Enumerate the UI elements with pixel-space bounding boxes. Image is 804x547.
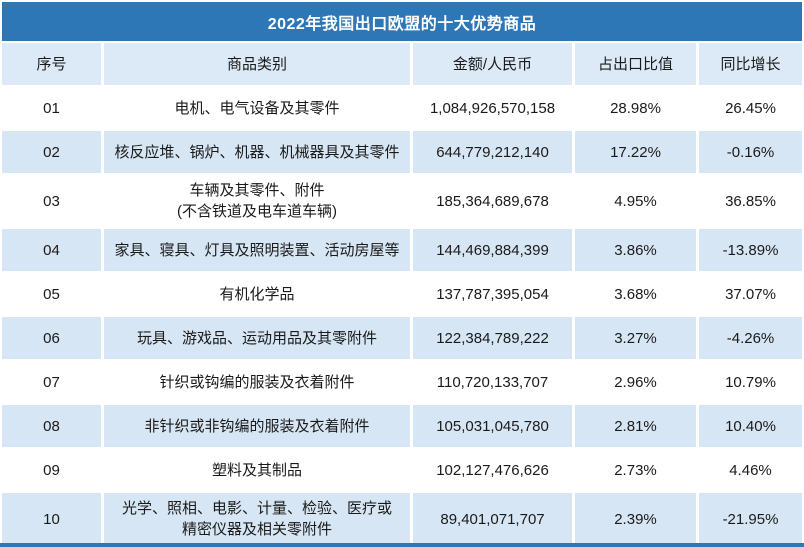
cell-no: 07 [2, 361, 101, 403]
cell-no: 06 [2, 317, 101, 359]
cell-no: 10 [2, 493, 101, 545]
cell-yoy: -13.89% [699, 229, 802, 271]
cell-category: 电机、电气设备及其零件 [104, 87, 410, 129]
table-row: 01 电机、电气设备及其零件 1,084,926,570,158 28.98% … [2, 87, 802, 129]
cell-no: 05 [2, 273, 101, 315]
cell-share: 2.39% [575, 493, 696, 545]
cell-yoy: 10.40% [699, 405, 802, 447]
cell-no: 08 [2, 405, 101, 447]
cell-amount: 144,469,884,399 [413, 229, 572, 271]
cell-share: 3.86% [575, 229, 696, 271]
cell-no: 01 [2, 87, 101, 129]
cell-yoy: 4.46% [699, 449, 802, 491]
cell-share: 2.73% [575, 449, 696, 491]
cell-share: 28.98% [575, 87, 696, 129]
cell-no: 09 [2, 449, 101, 491]
table-row: 09 塑料及其制品 102,127,476,626 2.73% 4.46% [2, 449, 802, 491]
cell-share: 3.27% [575, 317, 696, 359]
cell-category: 光学、照相、电影、计量、检验、医疗或 精密仪器及相关零附件 [104, 493, 410, 545]
cell-amount: 102,127,476,626 [413, 449, 572, 491]
cell-no: 04 [2, 229, 101, 271]
cell-amount: 137,787,395,054 [413, 273, 572, 315]
header-yoy: 同比增长 [699, 43, 802, 85]
cell-category: 家具、寝具、灯具及照明装置、活动房屋等 [104, 229, 410, 271]
table-row: 04 家具、寝具、灯具及照明装置、活动房屋等 144,469,884,399 3… [2, 229, 802, 271]
header-no: 序号 [2, 43, 101, 85]
table-row: 02 核反应堆、锅炉、机器、机械器具及其零件 644,779,212,140 1… [2, 131, 802, 173]
cell-category: 非针织或非钩编的服装及衣着附件 [104, 405, 410, 447]
table-row: 05 有机化学品 137,787,395,054 3.68% 37.07% [2, 273, 802, 315]
cell-no: 03 [2, 175, 101, 227]
cell-amount: 110,720,133,707 [413, 361, 572, 403]
cell-category: 核反应堆、锅炉、机器、机械器具及其零件 [104, 131, 410, 173]
table-row: 06 玩具、游戏品、运动用品及其零附件 122,384,789,222 3.27… [2, 317, 802, 359]
header-amount: 金额/人民币 [413, 43, 572, 85]
cell-amount: 105,031,045,780 [413, 405, 572, 447]
cell-share: 2.96% [575, 361, 696, 403]
cell-amount: 89,401,071,707 [413, 493, 572, 545]
table-row: 03 车辆及其零件、附件 (不含铁道及电车道车辆) 185,364,689,67… [2, 175, 802, 227]
cell-yoy: 10.79% [699, 361, 802, 403]
cell-share: 2.81% [575, 405, 696, 447]
cell-share: 17.22% [575, 131, 696, 173]
cell-category: 塑料及其制品 [104, 449, 410, 491]
cell-share: 3.68% [575, 273, 696, 315]
header-share: 占出口比值 [575, 43, 696, 85]
bottom-accent-bar [0, 543, 804, 547]
cell-category: 玩具、游戏品、运动用品及其零附件 [104, 317, 410, 359]
table-row: 10 光学、照相、电影、计量、检验、医疗或 精密仪器及相关零附件 89,401,… [2, 493, 802, 545]
table-row: 08 非针织或非钩编的服装及衣着附件 105,031,045,780 2.81%… [2, 405, 802, 447]
cell-no: 02 [2, 131, 101, 173]
cell-yoy: -4.26% [699, 317, 802, 359]
table-title-bar: 2022年我国出口欧盟的十大优势商品 [2, 2, 802, 41]
table-header-row: 序号 商品类别 金额/人民币 占出口比值 同比增长 [2, 43, 802, 85]
cell-yoy: -0.16% [699, 131, 802, 173]
cell-yoy: 26.45% [699, 87, 802, 129]
cell-share: 4.95% [575, 175, 696, 227]
cell-yoy: 37.07% [699, 273, 802, 315]
cell-category: 针织或钩编的服装及衣着附件 [104, 361, 410, 403]
header-category: 商品类别 [104, 43, 410, 85]
cell-amount: 644,779,212,140 [413, 131, 572, 173]
cell-category: 有机化学品 [104, 273, 410, 315]
cell-yoy: -21.95% [699, 493, 802, 545]
table-title: 2022年我国出口欧盟的十大优势商品 [267, 15, 537, 33]
cell-yoy: 36.85% [699, 175, 802, 227]
cell-category: 车辆及其零件、附件 (不含铁道及电车道车辆) [104, 175, 410, 227]
cell-amount: 1,084,926,570,158 [413, 87, 572, 129]
cell-amount: 185,364,689,678 [413, 175, 572, 227]
table-row: 07 针织或钩编的服装及衣着附件 110,720,133,707 2.96% 1… [2, 361, 802, 403]
cell-amount: 122,384,789,222 [413, 317, 572, 359]
